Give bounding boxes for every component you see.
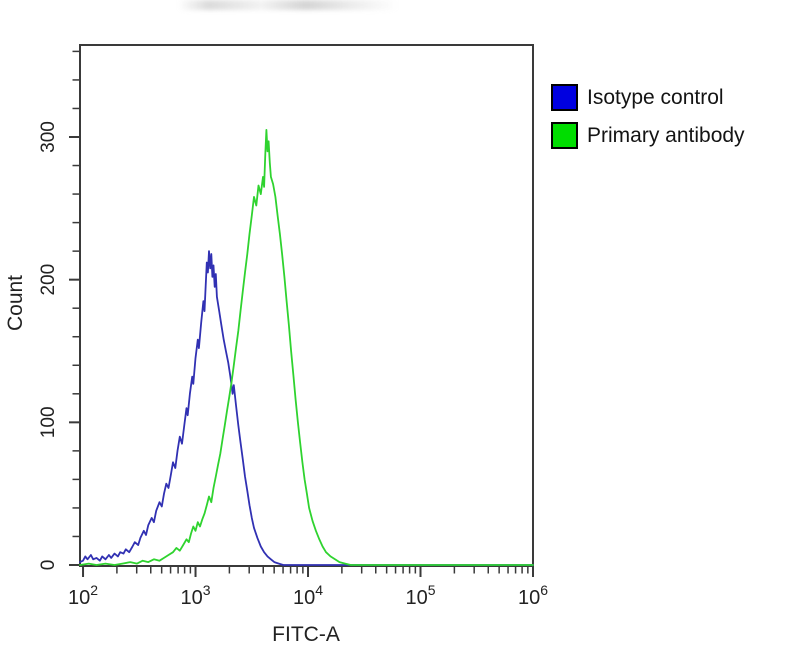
histogram-curves <box>79 128 534 566</box>
legend-item-isotype-control: Isotype control <box>551 84 745 111</box>
y-tick-label: 0 <box>38 560 59 571</box>
y-tick-label: 300 <box>38 121 59 153</box>
x-tick-label: 104 <box>293 582 323 609</box>
plot-frame <box>79 44 534 567</box>
y-axis-ticks: 0 100 200 300 <box>38 50 79 571</box>
y-tick-label: 100 <box>38 406 59 438</box>
isotype-control-swatch <box>551 84 578 111</box>
primary-antibody-curve <box>79 128 534 566</box>
y-tick-label: 200 <box>38 264 59 296</box>
legend: Isotype control Primary antibody <box>551 84 745 160</box>
y-axis-title: Count <box>4 275 27 331</box>
x-tick-label: 102 <box>68 582 98 609</box>
x-axis-title: FITC-A <box>272 623 340 646</box>
x-tick-label: 106 <box>518 582 548 609</box>
x-tick-label: 105 <box>405 582 435 609</box>
isotype-control-curve <box>79 250 534 566</box>
x-tick-label: 103 <box>181 582 211 609</box>
legend-item-primary-antibody: Primary antibody <box>551 122 745 149</box>
isotype-control-label: Isotype control <box>587 85 724 109</box>
primary-antibody-label: Primary antibody <box>587 123 745 147</box>
primary-antibody-swatch <box>551 122 578 149</box>
watermark-smudge <box>178 0 398 10</box>
x-axis-ticks: 102 103 104 105 106 <box>68 567 548 609</box>
